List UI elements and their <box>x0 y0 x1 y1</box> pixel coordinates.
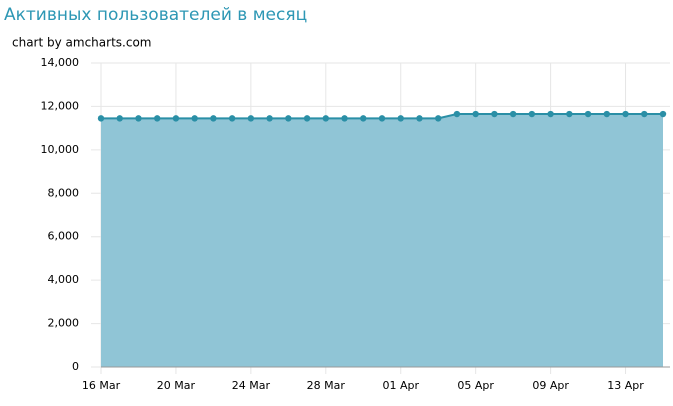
chart-title: Активных пользователей в месяц <box>4 5 307 25</box>
x-tick-label: 20 Mar <box>157 379 196 392</box>
point <box>547 110 554 118</box>
point <box>266 115 273 122</box>
point <box>491 110 498 118</box>
y-tick-label: 12,000 <box>41 99 80 112</box>
point <box>172 115 180 122</box>
y-tick-label: 4,000 <box>48 273 80 286</box>
point <box>416 115 423 122</box>
y-tick-label: 6,000 <box>48 230 80 243</box>
point <box>397 115 404 122</box>
point <box>303 115 311 122</box>
point <box>659 110 667 118</box>
point <box>228 115 236 122</box>
x-tick-label: 28 Mar <box>307 379 346 392</box>
point <box>378 115 386 122</box>
x-tick-label: 13 Apr <box>607 379 644 392</box>
y-tick-label: 14,000 <box>41 56 80 69</box>
point <box>622 110 629 118</box>
point <box>154 115 161 122</box>
point <box>509 110 517 118</box>
point <box>135 115 142 122</box>
area <box>101 114 663 368</box>
point <box>453 110 461 118</box>
x-tick-label: 09 Apr <box>532 379 569 392</box>
point <box>210 115 217 122</box>
y-tick-label: 10,000 <box>41 143 80 156</box>
x-tick-label: 01 Apr <box>382 379 419 392</box>
point <box>472 110 479 118</box>
y-tick-label: 2,000 <box>48 317 80 330</box>
x-tick-label: 24 Mar <box>232 379 271 392</box>
point <box>584 110 592 118</box>
point <box>603 110 610 118</box>
point <box>191 115 198 122</box>
point <box>641 110 648 118</box>
point <box>116 115 123 122</box>
y-tick-label: 0 <box>72 360 79 373</box>
point <box>341 115 348 122</box>
point <box>528 110 536 118</box>
point <box>322 115 329 122</box>
point <box>435 115 442 122</box>
x-tick-label: 16 Mar <box>82 379 121 392</box>
x-tick-label: 05 Apr <box>457 379 494 392</box>
point <box>566 110 573 118</box>
point <box>285 115 292 122</box>
point <box>360 115 367 122</box>
point <box>247 115 255 122</box>
credit: chart by amcharts.com <box>12 36 151 50</box>
y-tick-label: 8,000 <box>48 186 80 199</box>
point <box>97 115 105 122</box>
